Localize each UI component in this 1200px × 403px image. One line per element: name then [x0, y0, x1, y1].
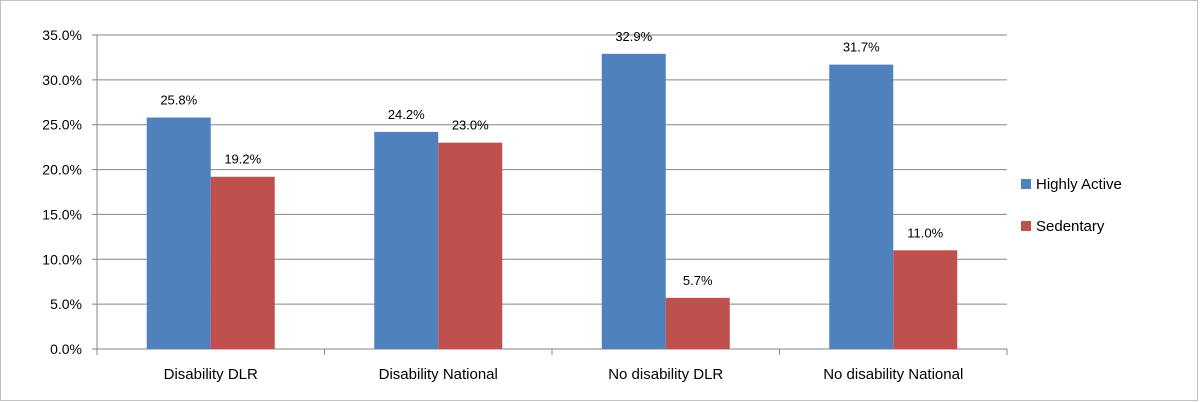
data-label: 25.8%: [160, 93, 197, 108]
data-label: 19.2%: [224, 152, 261, 167]
data-label: 31.7%: [843, 40, 880, 55]
data-label: 5.7%: [683, 273, 713, 288]
x-tick-label: No disability DLR: [608, 366, 723, 383]
y-tick-label: 30.0%: [42, 72, 82, 88]
data-label: 23.0%: [452, 118, 489, 133]
legend-swatch: [1021, 221, 1031, 231]
bar: [438, 142, 503, 349]
bar: [893, 250, 958, 349]
data-labels: 25.8% 19.2% 24.2% 23.0% 32.9% 5.7% 31.7% 11.0%: [160, 29, 943, 288]
x-axis-ticks: Disability DLR Disability National No disa…: [96, 349, 1008, 383]
bar: [665, 297, 730, 349]
bar: [374, 131, 439, 349]
x-tick-label: Disability National: [379, 366, 498, 383]
y-tick-label: 20.0%: [42, 162, 82, 178]
legend-label: Highly Active: [1036, 176, 1122, 193]
y-tick-label: 15.0%: [42, 206, 82, 222]
y-tick-label: 25.0%: [42, 117, 82, 133]
bars: [146, 53, 958, 350]
legend-swatch: [1021, 179, 1031, 189]
legend-label: Sedentary: [1036, 218, 1105, 235]
bar: [829, 64, 894, 349]
data-label: 11.0%: [907, 225, 943, 240]
x-tick-label: No disability National: [823, 366, 963, 383]
y-tick-label: 0.0%: [50, 341, 82, 357]
bar: [146, 117, 211, 349]
y-tick-label: 5.0%: [50, 296, 82, 312]
legend: Highly Active Sedentary: [1021, 176, 1122, 235]
y-tick-label: 10.0%: [42, 251, 82, 267]
y-tick-label: 35.0%: [42, 27, 82, 43]
y-axis-ticks: 0.0% 5.0% 10.0% 15.0% 20.0% 25.0% 30.0% 35.0%: [42, 27, 97, 357]
data-label: 32.9%: [615, 29, 652, 44]
bar: [601, 53, 666, 350]
bar: [210, 176, 275, 349]
data-label: 24.2%: [388, 107, 425, 122]
x-tick-label: Disability DLR: [164, 366, 258, 383]
